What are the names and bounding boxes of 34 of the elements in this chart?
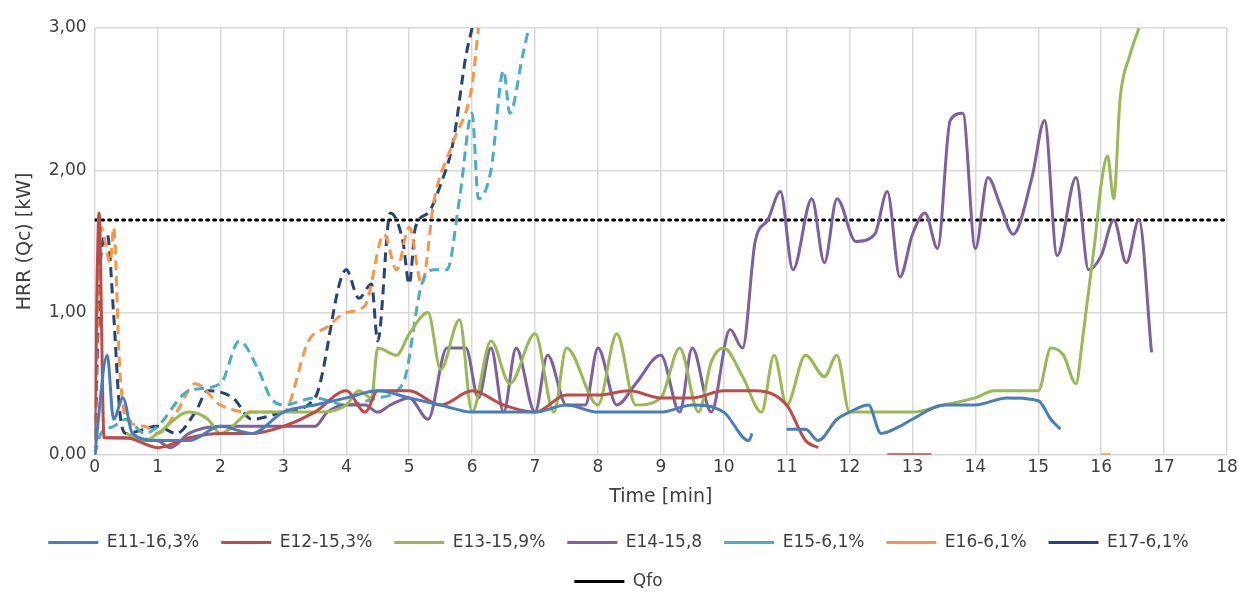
y-tick-label: 1,00 [48,300,87,321]
y-tick-label: 2,00 [48,158,87,179]
x-tick-label: 1 [152,456,163,477]
x-tick-label: 10 [712,456,735,477]
x-tick-label: 7 [529,456,541,477]
x-tick-label: 12 [838,456,861,477]
legend-label: E14-15,8 [625,530,703,551]
y-tick-label: 0,00 [48,443,87,464]
x-tick-label: 6 [466,456,478,477]
x-tick-label: 18 [1216,456,1238,477]
x-tick-label: 5 [403,456,415,477]
x-axis-title: Time [min] [608,483,713,506]
legend-label: Qfo [632,569,663,590]
legend-label: E11-16,3% [106,530,200,551]
legend-label: E17-6,1% [1107,530,1189,551]
x-tick-label: 0 [89,456,101,477]
x-tick-label: 14 [964,456,987,477]
x-tick-label: 17 [1153,456,1175,477]
x-tick-label: 9 [655,456,667,477]
legend-label: E15-6,1% [782,530,865,551]
y-tick-label: 3,00 [48,16,87,37]
x-tick-label: 16 [1090,456,1112,477]
x-tick-label: 13 [901,456,924,477]
x-tick-label: 15 [1027,456,1050,477]
legend-label: E13-15,9% [452,530,546,551]
y-axis-title: HRR (Qc) [kW] [12,172,35,311]
x-tick-label: 8 [592,456,604,477]
legend-label: E12-15,3% [279,530,373,551]
x-tick-label: 2 [215,456,226,477]
x-tick-label: 4 [340,456,352,477]
legend-label: E16-6,1% [944,530,1027,551]
line-series [124,28,1141,443]
x-tick-label: 3 [277,456,289,477]
x-tick-label: 11 [775,456,798,477]
